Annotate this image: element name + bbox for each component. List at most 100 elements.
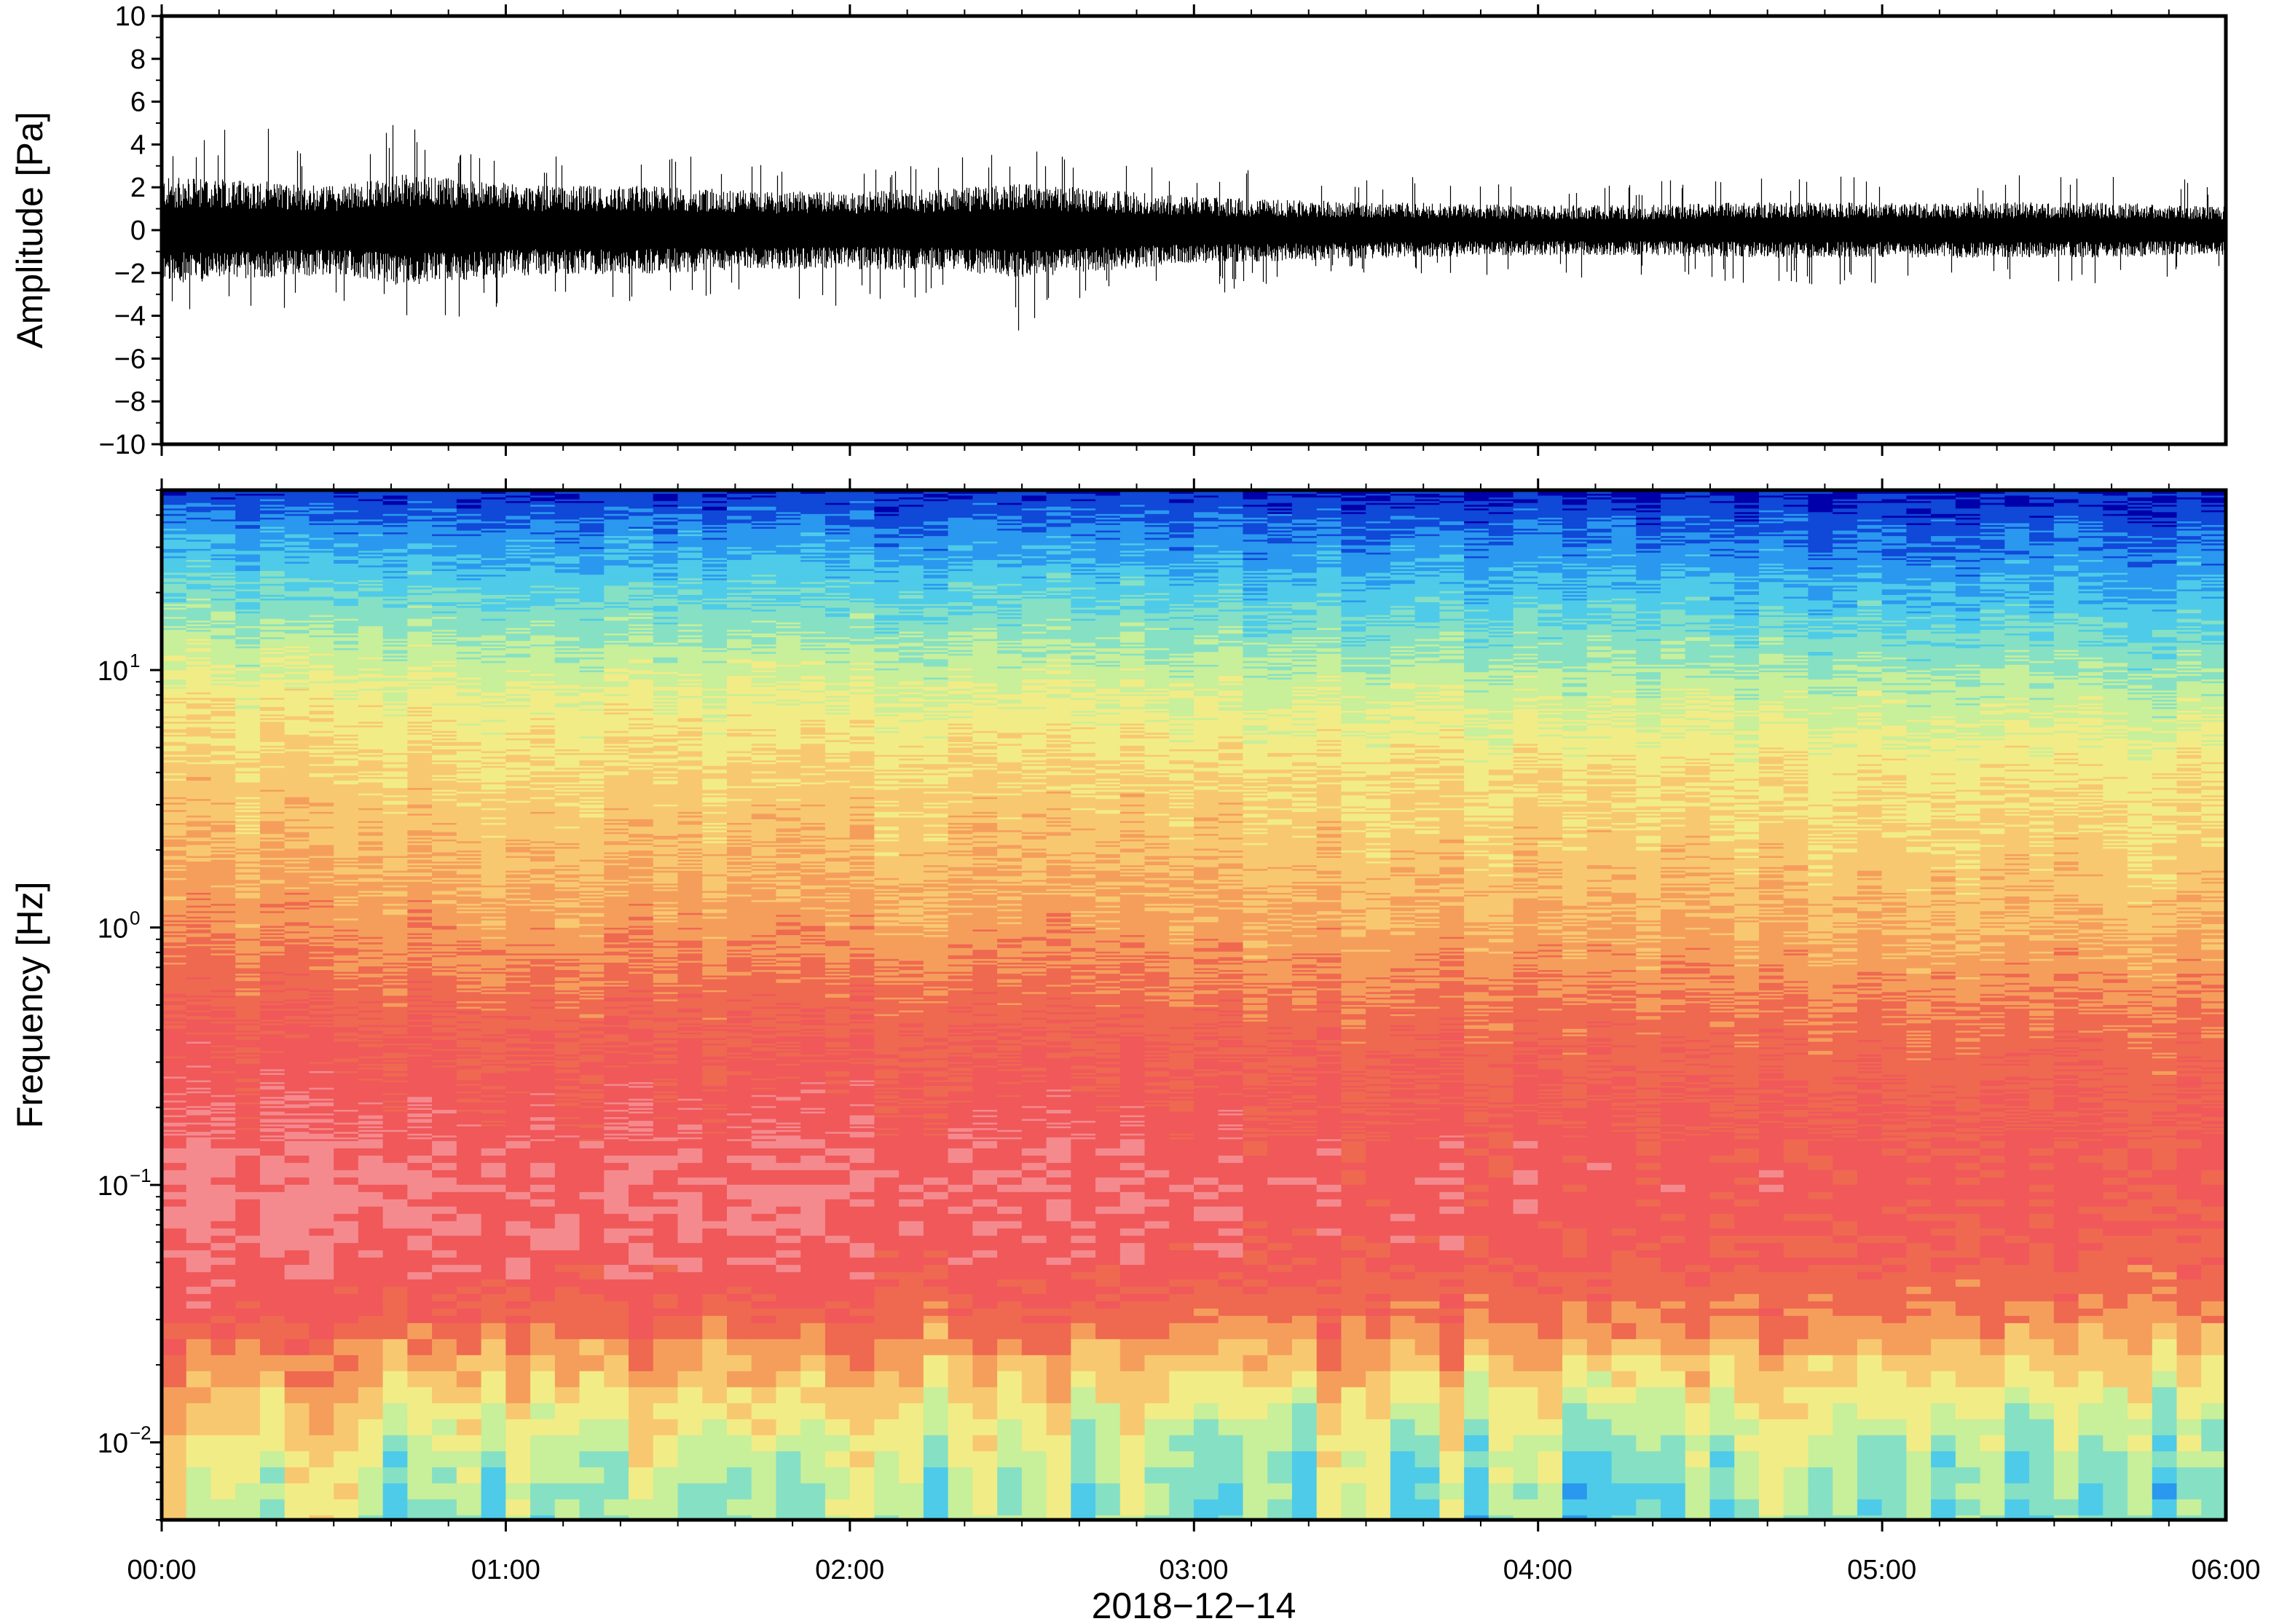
spectrogram-cell xyxy=(284,730,310,733)
spectrogram-cell xyxy=(210,986,236,989)
spectrogram-cell xyxy=(186,552,212,555)
spectrogram-cell xyxy=(259,681,286,684)
spectrogram-cell xyxy=(259,1030,286,1033)
spectrogram-cell xyxy=(210,1065,236,1068)
spectrogram-cell xyxy=(259,741,286,745)
spectrogram-cell xyxy=(162,1080,187,1083)
spectrogram-cell xyxy=(210,666,236,669)
spectrogram-cell xyxy=(186,1071,212,1074)
spectrogram-cell xyxy=(210,1100,236,1103)
spectrogram-cell xyxy=(284,881,310,884)
spectrogram-cell xyxy=(210,939,236,942)
spectrogram-cell xyxy=(235,878,261,880)
spectrogram-cell xyxy=(162,1435,187,1452)
spectrogram-cell xyxy=(432,1162,457,1171)
spectrogram-cell xyxy=(284,813,310,816)
spectrogram-cell xyxy=(407,1293,433,1302)
spectrogram-cell xyxy=(259,646,286,649)
spectrogram-cell xyxy=(259,834,286,837)
spectrogram-cell xyxy=(432,1419,457,1436)
spectrogram-cell xyxy=(162,652,187,655)
spectrogram-cell xyxy=(162,676,187,679)
spectrogram-cell xyxy=(186,933,212,936)
spectrogram-cell xyxy=(259,537,286,540)
spectrogram-cell xyxy=(186,572,212,575)
spectrogram-cell xyxy=(259,775,286,778)
spectrogram-cell xyxy=(235,1191,261,1200)
spectrogram-cell xyxy=(162,650,187,653)
spectrogram-cell xyxy=(210,583,236,586)
spectrogram-cell xyxy=(259,1257,286,1266)
spectrogram-cell xyxy=(284,1403,310,1420)
spectrogram-cell xyxy=(259,900,286,903)
spectrogram-cell xyxy=(259,618,286,621)
spectrogram-cell xyxy=(358,1242,384,1251)
spectrogram-cell xyxy=(358,1228,384,1237)
spectrogram-cell xyxy=(235,604,261,607)
spectrogram-cell xyxy=(284,808,310,811)
spectrogram-cell xyxy=(235,594,261,598)
spectrogram-cell xyxy=(210,692,236,695)
spectrogram-cell xyxy=(186,541,212,544)
spectrogram-cell xyxy=(284,1021,310,1024)
spectrogram-cell xyxy=(210,830,236,833)
spectrogram-cell xyxy=(186,516,212,519)
spectrogram-cell xyxy=(186,690,212,693)
spectrogram-cell xyxy=(284,1080,310,1083)
spectrogram-cell xyxy=(235,532,261,535)
spectrogram-cell xyxy=(259,974,286,977)
spectrogram-cell xyxy=(259,494,286,497)
spectrogram-cell xyxy=(334,1199,359,1207)
spectrogram-cell xyxy=(210,534,236,537)
spectrogram-cell xyxy=(259,862,286,864)
spectrogram-cell xyxy=(186,613,212,616)
spectrogram-cell xyxy=(186,1047,212,1050)
spectrogram-cell xyxy=(284,611,310,614)
spectrogram-cell xyxy=(186,1028,212,1031)
spectrogram-cell xyxy=(210,701,236,704)
spectrogram-cell xyxy=(162,927,187,931)
spectrogram-cell xyxy=(235,714,261,717)
spectrogram-cell xyxy=(210,1086,236,1089)
spectrogram-cell xyxy=(284,769,310,772)
spectrogram-cell xyxy=(186,540,212,543)
spectrogram-cell xyxy=(235,587,261,590)
spectrogram-cell xyxy=(259,679,286,682)
spectrogram-cell xyxy=(235,909,261,912)
spectrogram-cell xyxy=(259,598,286,602)
spectrogram-cell xyxy=(259,950,286,953)
spectrogram-cell xyxy=(235,543,261,546)
spectrogram-cell xyxy=(259,606,286,609)
spectrogram-cell xyxy=(259,1419,286,1436)
spectrogram-cell xyxy=(358,1170,384,1178)
spectrogram-cell xyxy=(284,1184,310,1193)
spectrogram-cell xyxy=(162,548,187,551)
spectrogram-cell xyxy=(162,1098,187,1101)
spectrogram-cell xyxy=(284,1045,310,1048)
spectrogram-cell xyxy=(259,852,286,855)
spectrogram-cell xyxy=(235,977,261,980)
spectrogram-cell xyxy=(309,565,334,568)
spectrogram-cell xyxy=(235,565,261,568)
spectrogram-cell xyxy=(235,558,261,561)
spectrogram-cell xyxy=(210,953,236,956)
spectrogram-cell xyxy=(162,878,187,880)
spectrogram-cell xyxy=(284,1044,310,1046)
spectrogram-cell xyxy=(235,779,261,781)
spectrogram-cell xyxy=(259,1084,286,1087)
spectrogram-cell xyxy=(259,558,286,561)
spectrogram-cell xyxy=(210,806,236,809)
spectrogram-cell xyxy=(284,1105,310,1109)
spectrogram-cell xyxy=(162,709,187,712)
spectrogram-cell xyxy=(259,718,286,721)
spectrogram-cell xyxy=(162,1038,187,1041)
spectrogram-cell xyxy=(432,1301,457,1309)
spectrogram-cell xyxy=(162,821,187,824)
spectrogram-cell xyxy=(235,876,261,879)
spectrogram-cell xyxy=(186,1080,212,1083)
spectrogram-cell xyxy=(259,922,286,925)
spectrogram-cell xyxy=(210,1111,236,1114)
spectrogram-cell xyxy=(284,912,310,915)
spectrogram-cell xyxy=(210,958,236,962)
spectrogram-cell xyxy=(382,1221,408,1229)
